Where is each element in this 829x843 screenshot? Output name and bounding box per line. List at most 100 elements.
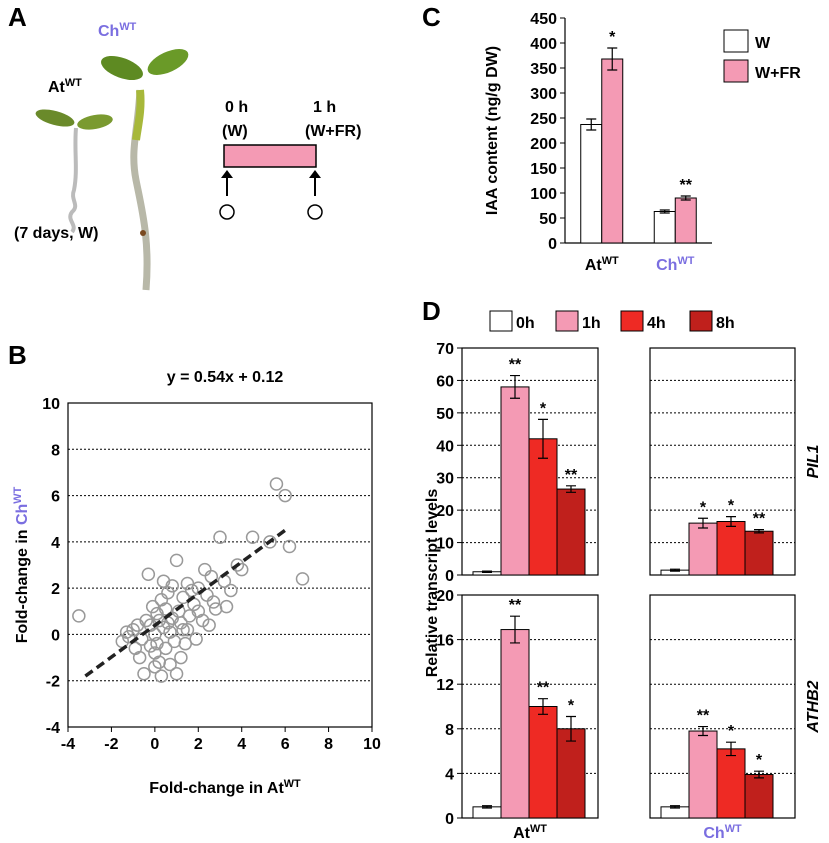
age-label: (7 days, W): [14, 225, 98, 242]
y-tick-label: 20: [436, 503, 454, 520]
y-tick-label: 30: [436, 471, 454, 488]
legend-swatch: [555, 310, 579, 332]
x-tick-label: 2: [194, 736, 203, 753]
error-bar: [510, 374, 520, 399]
y-tick-label: 16: [436, 633, 454, 650]
data-point: [282, 539, 297, 554]
y-tick-label: 350: [530, 61, 557, 78]
bar: [688, 522, 718, 576]
error-bar: [754, 529, 764, 534]
data-point: [263, 535, 277, 549]
significance-mark: *: [728, 723, 735, 740]
data-point: [158, 602, 173, 616]
treatment-schematic: [219, 144, 323, 220]
legend-swatch: [689, 310, 713, 332]
text-part: Fold-change in At: [149, 780, 284, 797]
legend-label: 8h: [716, 315, 735, 332]
data-point: [137, 667, 151, 681]
text-part: Ch: [14, 504, 31, 525]
significance-mark: **: [565, 467, 578, 484]
y-tick-label: 100: [530, 186, 557, 203]
data-point: [174, 650, 188, 665]
y-tick-label: 50: [436, 406, 454, 423]
data-point: [176, 623, 190, 637]
condition-label: (W): [222, 123, 248, 140]
bar: [556, 488, 586, 576]
data-point: [163, 657, 177, 672]
data-point: [202, 618, 216, 632]
data-point: [141, 567, 156, 582]
x-tick-label: 0: [150, 736, 159, 753]
y-tick-label: -2: [46, 674, 60, 691]
bar: [528, 706, 558, 819]
text-part: Ch: [98, 23, 119, 40]
gene-label: ATHB2: [805, 680, 822, 733]
gene-label: PIL1: [805, 445, 822, 479]
error-bar: [659, 209, 670, 214]
data-point: [176, 590, 190, 605]
significance-mark: **: [697, 708, 710, 725]
error-bar: [566, 485, 576, 493]
data-point: [234, 562, 249, 577]
data-point: [128, 641, 143, 656]
legend-swatch: [723, 29, 749, 53]
time-label: 1 h: [313, 99, 336, 116]
data-point: [278, 488, 292, 503]
x-axis-title: Fold-change in AtWT: [149, 778, 301, 797]
data-point: [206, 595, 221, 609]
x-tick-label: ChWT: [656, 255, 695, 274]
data-point: [224, 583, 238, 598]
error-bar: [698, 517, 708, 529]
significance-mark: **: [537, 680, 550, 697]
y-tick-label: 60: [436, 373, 454, 390]
error-bar: [726, 741, 736, 757]
y-tick-label: 50: [539, 211, 557, 228]
x-tick-label: 8: [324, 736, 333, 753]
text-part: At: [513, 825, 531, 842]
x-tick-label: 4: [237, 736, 246, 753]
legend-label: 4h: [647, 315, 666, 332]
x-tick-label: ChWT: [703, 823, 742, 842]
y-axis-title: Relative transcript levels: [424, 489, 441, 678]
legend-label: W: [755, 35, 771, 52]
bar: [674, 197, 697, 244]
data-point: [295, 572, 310, 586]
y-tick-label: 400: [530, 36, 557, 53]
significance-mark: **: [509, 357, 522, 374]
legend-swatch: [620, 310, 644, 332]
data-point: [154, 669, 169, 683]
superscript: WT: [677, 255, 694, 267]
panel-letter: A: [8, 2, 27, 32]
y-tick-label: 300: [530, 86, 557, 103]
error-bar: [566, 715, 576, 742]
bar: [580, 124, 603, 244]
error-bar: [670, 568, 680, 572]
bar: [716, 748, 746, 819]
y-tick-label: 8: [51, 442, 60, 459]
bar: [528, 438, 558, 576]
data-point: [169, 553, 184, 568]
y-tick-label: 200: [530, 136, 557, 153]
superscript: WT: [284, 778, 301, 790]
superscript: WT: [12, 486, 24, 503]
error-bar: [754, 770, 764, 779]
significance-mark: **: [680, 177, 693, 194]
bar: [556, 728, 586, 819]
y-tick-label: 6: [51, 489, 60, 506]
superscript: WT: [602, 255, 619, 267]
bar: [601, 58, 624, 244]
x-tick-label: -2: [104, 736, 118, 753]
error-bar: [607, 47, 618, 71]
significance-mark: *: [728, 498, 735, 515]
bar: [688, 730, 718, 819]
panel-letter: B: [8, 340, 27, 370]
x-tick-label: AtWT: [585, 255, 619, 274]
data-point: [72, 609, 86, 623]
data-point: [185, 583, 199, 598]
time-label: 0 h: [225, 99, 248, 116]
significance-mark: *: [700, 499, 707, 516]
data-point: [152, 613, 166, 628]
y-tick-label: -4: [46, 720, 60, 737]
significance-mark: **: [753, 511, 766, 528]
condition-label: (W+FR): [305, 123, 361, 140]
